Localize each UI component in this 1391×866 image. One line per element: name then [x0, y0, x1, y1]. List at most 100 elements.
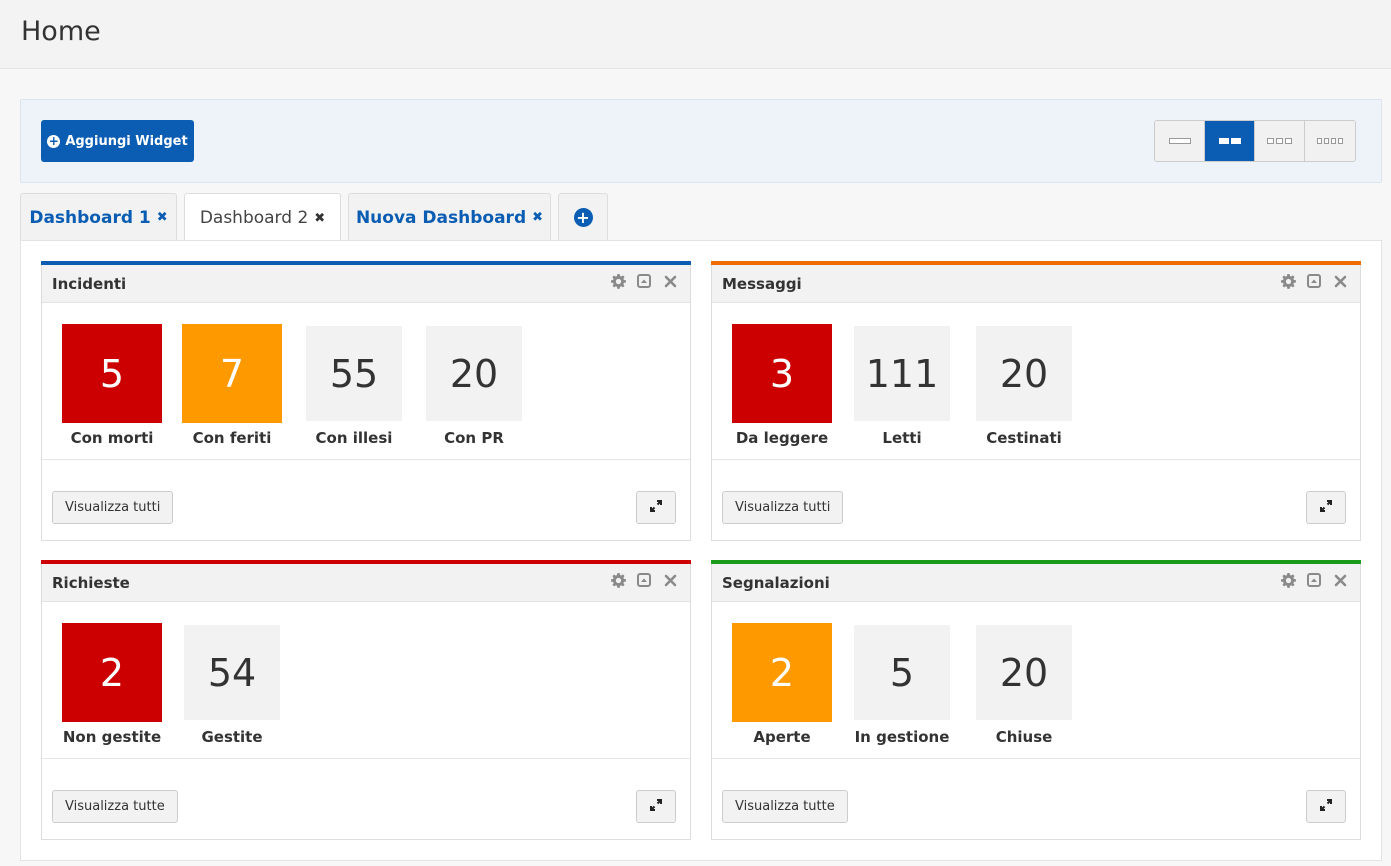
- expand-icon: [1318, 498, 1334, 517]
- widget-body: 3 Da leggere 111 Letti 20 Cestinati: [712, 304, 1360, 460]
- widget-header: Incidenti: [42, 265, 690, 303]
- stat-tile[interactable]: 5 In gestione: [852, 623, 952, 746]
- expand-button[interactable]: [1306, 790, 1346, 823]
- widget-body: 5 Con morti 7 Con feriti 55 Con illesi 2…: [42, 304, 690, 460]
- add-widget-button[interactable]: + Aggiungi Widget: [41, 120, 194, 162]
- stat-value: 55: [306, 326, 402, 421]
- plus-circle-icon: +: [47, 133, 61, 148]
- stat-tile[interactable]: 2 Aperte: [732, 623, 832, 746]
- stat-label: Non gestite: [62, 728, 162, 746]
- expand-icon: [648, 498, 664, 517]
- view-all-button[interactable]: Visualizza tutte: [722, 790, 848, 823]
- gear-icon[interactable]: [1280, 273, 1296, 289]
- stat-value: 3: [732, 324, 832, 423]
- stat-tile[interactable]: 20 Chiuse: [974, 623, 1074, 746]
- close-icon[interactable]: [1332, 273, 1348, 289]
- layout-4-columns-button[interactable]: [1305, 121, 1355, 161]
- tab-label: Dashboard 1: [29, 207, 151, 228]
- widget-title: Incidenti: [52, 275, 127, 293]
- close-icon[interactable]: [1332, 572, 1348, 588]
- widget-segnalazioni: Segnalazioni 2 Aperte 5 In gestione 20 C…: [711, 560, 1361, 840]
- widget-header: Richieste: [42, 564, 690, 602]
- stat-tile[interactable]: 54 Gestite: [182, 623, 282, 746]
- gear-icon[interactable]: [610, 273, 626, 289]
- stat-value: 20: [426, 326, 522, 421]
- widget-messaggi: Messaggi 3 Da leggere 111 Letti 20 Cesti…: [711, 261, 1361, 541]
- widget-title: Richieste: [52, 574, 130, 592]
- stat-label: Con feriti: [192, 429, 272, 447]
- layout-column-icon: [1324, 138, 1329, 144]
- widget-footer: Visualizza tutti: [712, 461, 1360, 541]
- tab-nuova-dashboard[interactable]: Nuova Dashboard ✖: [348, 193, 551, 241]
- stat-value: 5: [854, 625, 950, 720]
- view-all-button[interactable]: Visualizza tutti: [52, 491, 174, 524]
- stat-label: Cestinati: [986, 429, 1062, 447]
- view-all-button[interactable]: Visualizza tutti: [722, 491, 844, 524]
- stat-tile[interactable]: 2 Non gestite: [62, 623, 162, 746]
- stat-label: In gestione: [854, 728, 950, 746]
- stat-label: Con PR: [444, 429, 504, 447]
- expand-button[interactable]: [636, 491, 676, 524]
- layout-column-icon: [1218, 138, 1229, 144]
- collapse-icon[interactable]: [636, 273, 652, 289]
- close-icon[interactable]: [662, 572, 678, 588]
- close-tab-icon[interactable]: ✖: [314, 210, 326, 226]
- stat-tile[interactable]: 55 Con illesi: [304, 324, 404, 447]
- tab-dashboard-1[interactable]: Dashboard 1 ✖: [20, 193, 177, 241]
- widget-title: Segnalazioni: [722, 574, 830, 592]
- stat-label: Con morti: [70, 429, 154, 447]
- page-header: Home: [0, 0, 1391, 69]
- widget-richieste: Richieste 2 Non gestite 54 Gestite Visua…: [41, 560, 691, 840]
- widget-footer: Visualizza tutti: [42, 461, 690, 541]
- widget-color-bar: [711, 261, 1361, 265]
- gear-icon[interactable]: [1280, 572, 1296, 588]
- expand-button[interactable]: [636, 790, 676, 823]
- plus-circle-icon: +: [573, 208, 593, 227]
- widget-body: 2 Non gestite 54 Gestite: [42, 603, 690, 759]
- stat-label: Letti: [882, 429, 922, 447]
- stat-value: 111: [854, 326, 950, 421]
- close-tab-icon[interactable]: ✖: [532, 210, 544, 225]
- widget-tools: [1280, 572, 1348, 588]
- stat-tile[interactable]: 3 Da leggere: [732, 324, 832, 447]
- widget-header: Messaggi: [712, 265, 1360, 303]
- layout-selector: [1154, 120, 1356, 162]
- widget-incidenti: Incidenti 5 Con morti 7 Con feriti 55 Co…: [41, 261, 691, 541]
- expand-button[interactable]: [1306, 491, 1346, 524]
- layout-2-columns-button[interactable]: [1205, 121, 1255, 161]
- stat-tile[interactable]: 20 Cestinati: [974, 324, 1074, 447]
- view-all-button[interactable]: Visualizza tutte: [52, 790, 178, 823]
- stat-value: 5: [62, 324, 162, 423]
- stat-tile[interactable]: 111 Letti: [852, 324, 952, 447]
- layout-column-icon: [1317, 138, 1322, 144]
- gear-icon[interactable]: [610, 572, 626, 588]
- close-tab-icon[interactable]: ✖: [156, 210, 168, 225]
- collapse-icon[interactable]: [636, 572, 652, 588]
- add-widget-label: Aggiungi Widget: [65, 133, 188, 149]
- stat-tile[interactable]: 7 Con feriti: [182, 324, 282, 447]
- tab-label: Dashboard 2: [199, 208, 309, 228]
- tab-label: Nuova Dashboard: [355, 207, 527, 228]
- layout-column-icon: [1338, 138, 1343, 144]
- close-icon[interactable]: [662, 273, 678, 289]
- collapse-icon[interactable]: [1306, 572, 1322, 588]
- layout-column-icon: [1285, 138, 1292, 144]
- tab-dashboard-2[interactable]: Dashboard 2 ✖: [184, 193, 341, 242]
- expand-icon: [1318, 797, 1334, 816]
- widget-body: 2 Aperte 5 In gestione 20 Chiuse: [712, 603, 1360, 759]
- page-title: Home: [21, 16, 101, 47]
- dashboard-toolbar: + Aggiungi Widget: [20, 99, 1382, 183]
- widget-color-bar: [711, 560, 1361, 564]
- layout-3-columns-button[interactable]: [1255, 121, 1305, 161]
- layout-1-column-button[interactable]: [1155, 121, 1205, 161]
- widget-color-bar: [41, 261, 691, 265]
- layout-column-icon: [1267, 138, 1274, 144]
- stat-label: Gestite: [201, 728, 263, 746]
- stat-label: Da leggere: [735, 429, 829, 447]
- stat-tile[interactable]: 20 Con PR: [424, 324, 524, 447]
- stat-value: 2: [732, 623, 832, 722]
- stat-value: 7: [182, 324, 282, 423]
- stat-tile[interactable]: 5 Con morti: [62, 324, 162, 447]
- add-tab-button[interactable]: +: [558, 193, 608, 241]
- collapse-icon[interactable]: [1306, 273, 1322, 289]
